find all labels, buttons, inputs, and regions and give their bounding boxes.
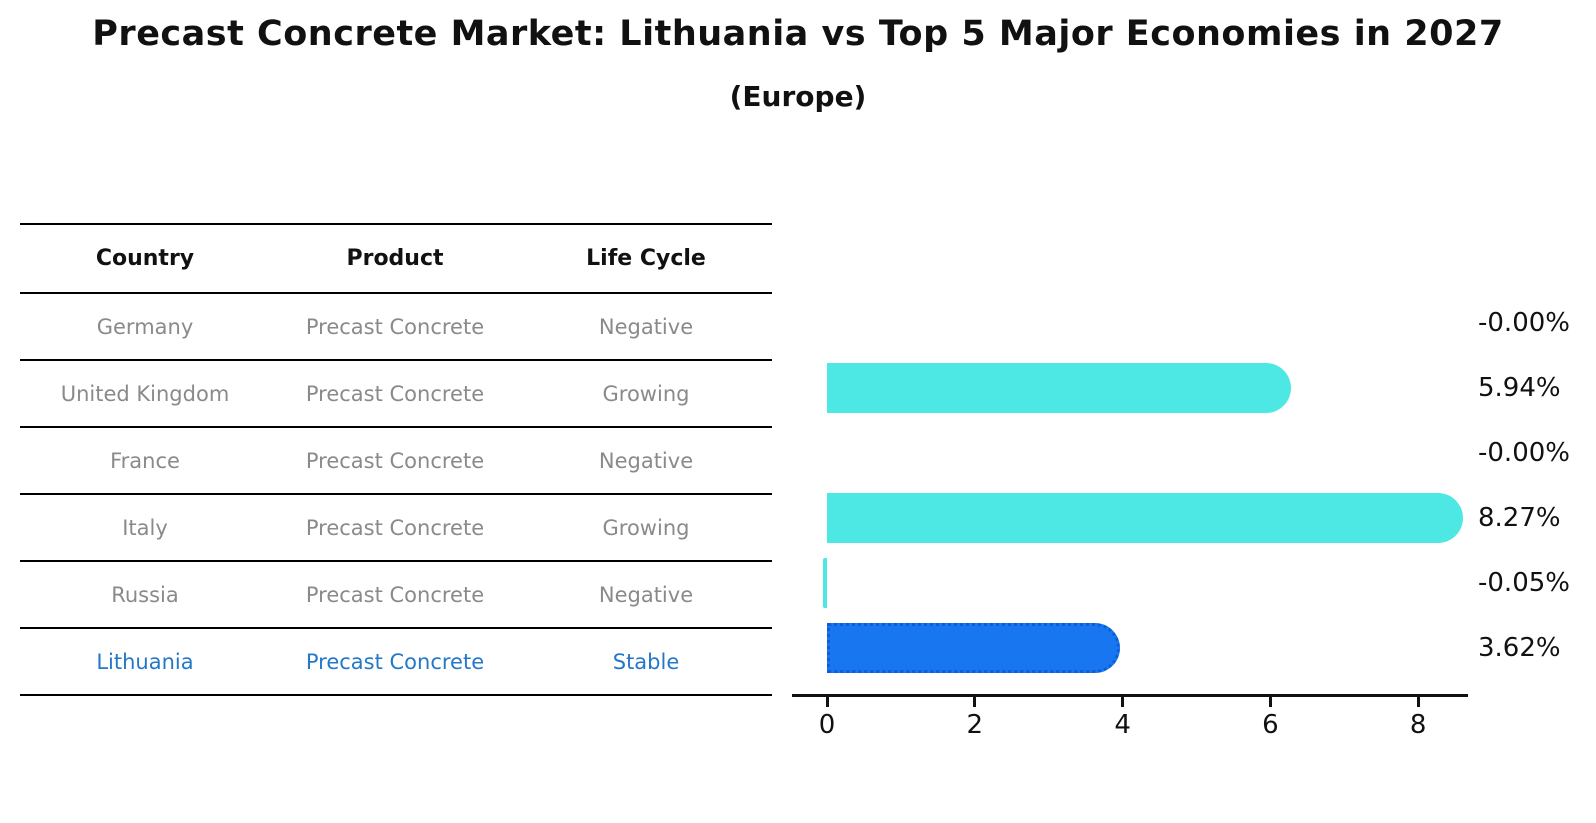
cell-country: Italy [122, 515, 168, 540]
x-axis-tick-label: 2 [966, 710, 984, 740]
cell-country: Russia [111, 582, 179, 607]
cell-product: Precast Concrete [305, 381, 485, 406]
chart-subtitle: (Europe) [729, 80, 867, 113]
bar [827, 362, 1291, 413]
column-header: Product [346, 246, 444, 271]
column-header: Life Cycle [586, 246, 706, 271]
cell-country: Germany [96, 314, 194, 339]
cell-product: Precast Concrete [305, 649, 485, 674]
x-axis-tick-mark [825, 697, 829, 707]
value-label: 3.62% [1478, 632, 1561, 663]
cell-life-cycle: Negative [598, 448, 694, 473]
cell-product: Precast Concrete [305, 448, 485, 473]
value-label: -0.00% [1478, 307, 1570, 338]
bar [827, 492, 1464, 543]
cell-product: Precast Concrete [305, 515, 485, 540]
x-axis-tick-label: 8 [1409, 710, 1427, 740]
value-label: -0.05% [1478, 567, 1570, 598]
value-label: 8.27% [1478, 502, 1561, 533]
x-axis-tick-mark [1121, 697, 1125, 707]
cell-country: United Kingdom [60, 381, 230, 406]
x-axis-tick-mark [1268, 697, 1272, 707]
x-axis-line [792, 694, 1468, 697]
table-row: Italy Precast Concrete Growing [20, 495, 772, 562]
cell-product: Precast Concrete [305, 582, 485, 607]
column-header: Country [95, 246, 195, 271]
x-axis-tick-label: 0 [818, 710, 836, 740]
value-label: -0.00% [1478, 437, 1570, 468]
x-axis-tick-label: 4 [1114, 710, 1131, 740]
cell-life-cycle: Negative [598, 314, 694, 339]
table-row: United Kingdom Precast Concrete Growing [20, 361, 772, 428]
table-row: France Precast Concrete Negative [20, 428, 772, 495]
x-axis-tick-mark [973, 697, 977, 707]
table-row: Russia Precast Concrete Negative [20, 562, 772, 629]
cell-country: Lithuania [96, 649, 194, 674]
bar [823, 557, 827, 608]
x-axis-tick-label: 6 [1262, 710, 1279, 740]
cell-country: France [110, 448, 180, 473]
cell-life-cycle: Growing [602, 515, 690, 540]
cell-life-cycle: Growing [602, 381, 690, 406]
table-row: Germany Precast Concrete Negative [20, 294, 772, 361]
table-row: Lithuania Precast Concrete Stable [20, 629, 772, 696]
x-axis-tick-mark [1416, 697, 1420, 707]
table-header-row: Country Product Life Cycle [20, 225, 772, 294]
chart-title: Precast Concrete Market: Lithuania vs To… [92, 14, 1504, 54]
value-label: 5.94% [1478, 372, 1561, 403]
cell-life-cycle: Negative [598, 582, 694, 607]
cell-life-cycle: Stable [612, 649, 680, 674]
cell-product: Precast Concrete [305, 314, 485, 339]
bar-highlight [827, 622, 1120, 673]
data-table: Country Product Life Cycle Germany Precast C… [20, 223, 772, 696]
